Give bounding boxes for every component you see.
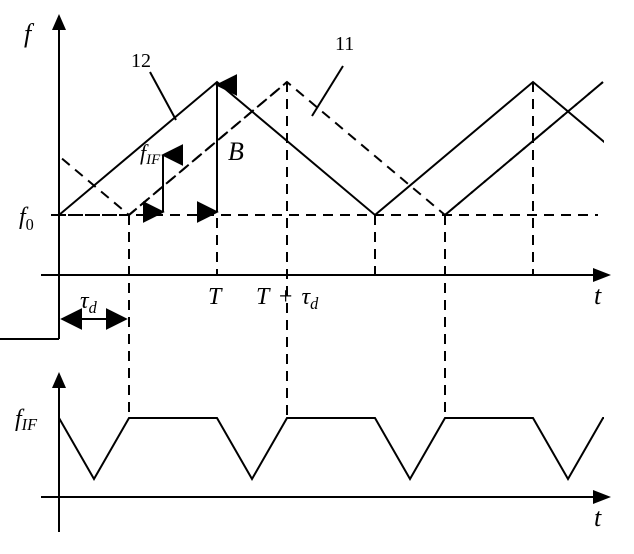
x-axis-top-arrow bbox=[593, 268, 611, 282]
f0-label: f0 bbox=[19, 204, 34, 234]
leader-12 bbox=[150, 72, 176, 120]
callout-11: 11 bbox=[335, 33, 354, 55]
T-label: T bbox=[208, 284, 223, 310]
y-axis-top-arrow bbox=[52, 14, 66, 30]
B-label: B bbox=[228, 137, 244, 166]
dashed-series-11 bbox=[0, 82, 634, 215]
fIF-waveform bbox=[59, 418, 634, 479]
fIF-label: fIF bbox=[140, 140, 161, 168]
callout-12: 12 bbox=[131, 50, 151, 72]
y-axis-bottom-arrow bbox=[52, 372, 66, 388]
tau-d-label: τd bbox=[80, 288, 98, 317]
y-axis-label-top: f bbox=[24, 19, 35, 48]
x-axis-bottom-arrow bbox=[593, 490, 611, 504]
bottom-plot bbox=[41, 372, 634, 532]
callout-leaders bbox=[150, 66, 343, 120]
x-axis-label-bottom: t bbox=[594, 503, 602, 532]
T-plus-tau-label: T + τd bbox=[256, 284, 319, 313]
y-axis-label-bottom: fIF bbox=[15, 406, 38, 434]
fmcw-chirp-diagram: f t f0 τd T T + τd B fIF 12 11 fIF t bbox=[0, 0, 634, 554]
top-plot-axes bbox=[41, 14, 611, 339]
leader-11 bbox=[312, 66, 343, 116]
x-axis-label-top: t bbox=[594, 281, 602, 310]
dimension-arrows bbox=[62, 85, 217, 319]
